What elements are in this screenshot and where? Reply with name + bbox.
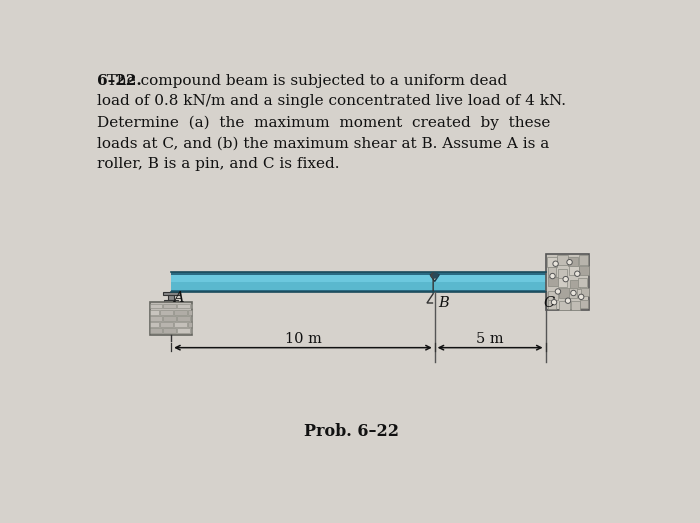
Bar [172, 275, 545, 290]
Bar [579, 255, 588, 265]
Circle shape [578, 294, 584, 300]
Text: A: A [174, 291, 184, 305]
Text: Prob. 6–22: Prob. 6–22 [304, 423, 398, 440]
Circle shape [555, 289, 561, 294]
Bar [160, 310, 173, 314]
Bar [547, 257, 557, 267]
Bar [150, 328, 162, 333]
Bar [570, 280, 580, 289]
Bar [163, 316, 176, 321]
Bar [191, 316, 192, 321]
Bar [177, 316, 190, 321]
Circle shape [563, 277, 568, 282]
Bar [164, 300, 178, 302]
Polygon shape [430, 275, 440, 281]
Bar [150, 310, 159, 314]
Bar [579, 266, 589, 275]
Bar [578, 278, 587, 287]
Bar [174, 322, 187, 327]
Bar [191, 328, 192, 333]
Bar [548, 291, 558, 300]
Bar [163, 328, 176, 333]
Bar [548, 277, 558, 286]
Text: The compound beam is subjected to a uniform dead
load of 0.8 kN/m and a single c: The compound beam is subjected to a unif… [97, 74, 566, 172]
Circle shape [567, 259, 573, 265]
Bar [177, 304, 190, 309]
Bar [557, 255, 568, 265]
Bar [581, 288, 589, 297]
Text: 6–22.: 6–22. [97, 74, 141, 87]
Bar [548, 300, 556, 309]
Text: C: C [543, 296, 554, 310]
Text: B: B [438, 296, 449, 310]
Bar [546, 255, 589, 310]
Bar [172, 290, 545, 292]
Bar [162, 292, 180, 294]
Bar [150, 304, 162, 309]
Circle shape [552, 300, 556, 305]
Circle shape [566, 298, 570, 303]
Bar [188, 322, 192, 327]
Bar [568, 257, 578, 266]
Bar [150, 302, 192, 335]
Bar [163, 304, 176, 309]
Bar [191, 304, 192, 309]
Bar [172, 272, 545, 275]
Circle shape [553, 261, 559, 266]
Bar [559, 288, 570, 298]
Bar [168, 294, 174, 300]
Bar [548, 267, 556, 278]
Text: 5 m: 5 m [476, 332, 504, 346]
Circle shape [570, 290, 576, 295]
Text: 10 m: 10 m [284, 332, 321, 346]
Bar [569, 266, 580, 276]
Bar [570, 301, 580, 310]
Bar [558, 269, 567, 279]
Bar [188, 310, 192, 314]
Circle shape [550, 274, 555, 279]
Bar [580, 300, 587, 309]
Bar [160, 322, 173, 327]
Bar [559, 301, 570, 310]
Bar [174, 310, 187, 314]
Bar [150, 316, 162, 321]
Bar [177, 328, 190, 333]
Bar [558, 278, 567, 287]
Bar [150, 322, 159, 327]
Bar [568, 288, 577, 298]
Circle shape [575, 271, 580, 277]
Bar [172, 282, 545, 290]
